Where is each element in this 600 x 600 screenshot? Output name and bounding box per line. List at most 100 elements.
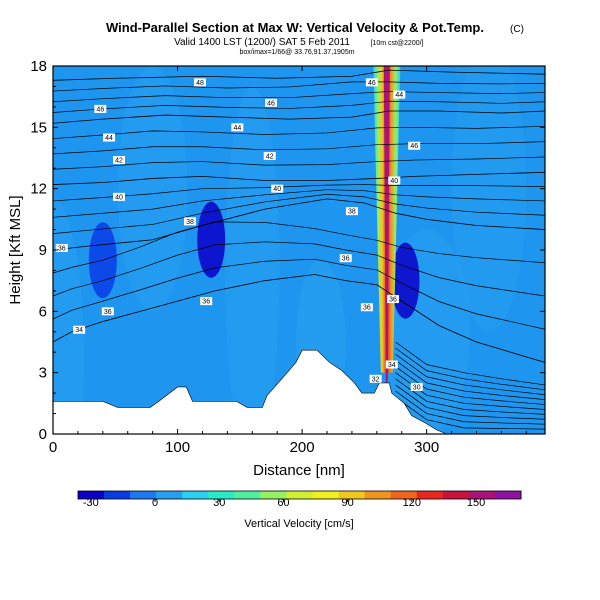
x-axis-ticks: 0 100 200 300 xyxy=(49,66,527,456)
upward-zone-1 xyxy=(117,66,188,312)
y-tick-label: 15 xyxy=(30,119,47,136)
contour-label-bg xyxy=(385,360,398,369)
x-tick-label: 0 xyxy=(49,439,57,456)
theta-contour-44 xyxy=(53,110,545,124)
contour-label-bg xyxy=(264,98,277,107)
contour-label-bg xyxy=(393,90,406,99)
box-location-line: box/imax=1/66@ 33.76,91.37,1905m xyxy=(239,49,354,56)
colorbar-swatch xyxy=(416,491,444,499)
theta-contour-low xyxy=(395,360,545,401)
y-tick-label: 12 xyxy=(30,181,47,198)
contour-label-bg xyxy=(388,176,401,185)
theta-contour-minor xyxy=(53,184,545,202)
theta-contour-low xyxy=(395,384,545,420)
contour-label-bg xyxy=(271,184,284,193)
contour-label: 44 xyxy=(233,125,241,132)
theta-contour-minor xyxy=(53,125,545,139)
theta-contour-minor xyxy=(53,100,545,113)
theta-contours xyxy=(53,69,545,430)
contour-label-bg xyxy=(231,123,244,132)
colorbar-swatch xyxy=(442,491,470,499)
contour-label-bg xyxy=(200,297,213,306)
contour-label-bg xyxy=(408,141,421,150)
contour-label-bg xyxy=(94,104,107,113)
theta-contour-low xyxy=(395,396,545,430)
contour-label-bg xyxy=(113,192,126,201)
valid-time-line: Valid 1400 LST (1200/) SAT 5 Feb 2011 xyxy=(174,37,350,48)
contour-label-bg xyxy=(101,307,114,316)
theta-contour-low xyxy=(395,378,545,415)
theta-contour-low xyxy=(395,366,545,405)
colorbar-frame xyxy=(77,490,522,500)
colorbar-swatch xyxy=(156,491,183,499)
contour-label: 46 xyxy=(410,143,418,150)
contour-label-bg xyxy=(365,78,378,87)
updraft-peak xyxy=(383,66,390,383)
contour-label-bg xyxy=(387,295,400,304)
y-tick-label: 0 xyxy=(39,426,47,443)
contour-label: 36 xyxy=(58,245,66,252)
theta-contour-minor xyxy=(53,81,545,92)
contour-label-bg xyxy=(113,156,126,165)
colorbar-label: Vertical Velocity [cm/s] xyxy=(244,518,353,530)
contour-label: 36 xyxy=(389,297,397,304)
contour-label: 42 xyxy=(266,153,274,160)
contour-label: 40 xyxy=(115,194,123,201)
theta-contour-minor xyxy=(53,156,545,170)
contour-label: 46 xyxy=(368,80,376,87)
contour-label: 42 xyxy=(115,158,123,165)
theta-contour-minor xyxy=(53,91,545,103)
contour-labels: 48 46 46 44 44 42 42 40 40 38 36 36 36 36 34 36 36 40 44 46… xyxy=(55,78,423,391)
y-tick-label: 6 xyxy=(39,303,47,320)
contour-label: 34 xyxy=(75,327,83,334)
contour-label: 40 xyxy=(273,186,281,193)
contour-label: 36 xyxy=(342,256,350,263)
plot-area: 48 46 46 44 44 42 42 40 40 38 36 36 36 36 34 36 36 40 44 46… xyxy=(53,66,545,434)
contour-label-bg xyxy=(410,382,423,391)
colorbar-tick-label: 150 xyxy=(467,497,485,509)
x-tick-label: 300 xyxy=(414,439,439,456)
theta-contour-36 xyxy=(53,198,545,251)
contour-label-bg xyxy=(184,217,197,226)
theta-contour-minor xyxy=(53,189,545,218)
colorbar-tick-label: 90 xyxy=(342,497,354,509)
chart-title: Wind-Parallel Section at Max W: Vertical… xyxy=(106,20,484,35)
theta-contour-low xyxy=(395,390,545,425)
contour-label: 36 xyxy=(363,305,371,312)
contour-label: 40 xyxy=(390,178,398,185)
theta-contour-low xyxy=(395,353,545,396)
theta-contour-minor xyxy=(53,241,545,297)
colorbar xyxy=(77,490,522,500)
downdraft-zone-0 xyxy=(197,201,226,278)
colorbar-ticks: -30 0 30 60 90 120 150 xyxy=(83,497,485,509)
colorbar-swatch xyxy=(364,491,392,499)
theta-contour-34 xyxy=(53,274,545,363)
x-tick-label: 200 xyxy=(290,439,315,456)
colorbar-swatch xyxy=(390,491,418,499)
theta-contour-minor xyxy=(53,258,545,330)
velocity-zones xyxy=(53,66,527,434)
contour-label: 38 xyxy=(348,209,356,216)
colorbar-swatch xyxy=(338,491,366,499)
y-axis-label: Height [Kft MSL] xyxy=(7,195,24,304)
colorbar-swatch xyxy=(494,491,522,499)
contour-label-bg xyxy=(345,207,358,216)
contour-label: 32 xyxy=(372,376,380,383)
colorbar-swatch xyxy=(130,491,157,499)
colorbar-swatch xyxy=(312,491,340,499)
colorbar-swatch xyxy=(208,491,235,499)
theta-contour-48 xyxy=(53,69,545,81)
colorbar-swatch xyxy=(182,491,209,499)
colorbar-swatch xyxy=(78,491,105,499)
theta-contour-minor xyxy=(53,141,545,155)
upward-zone-0 xyxy=(53,198,85,434)
colorbar-tick-label: 0 xyxy=(152,497,158,509)
colorbar-tick-label: 30 xyxy=(213,497,225,509)
colorbar-swatch xyxy=(286,491,314,499)
contour-label: 44 xyxy=(105,135,113,142)
contour-label-bg xyxy=(55,243,68,252)
chart-title-badge: (C) xyxy=(510,24,524,35)
contour-label-bg xyxy=(73,325,86,334)
